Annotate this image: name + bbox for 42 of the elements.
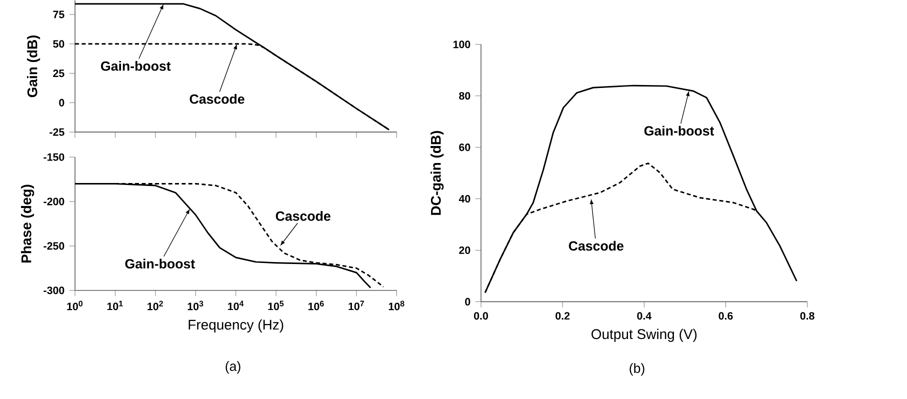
y-tick-label: 40 [458, 194, 470, 202]
x-tick-label: 10$^{0}$ [67, 300, 82, 310]
y-axis-title: DC-gain (dB) [430, 130, 444, 215]
y-axis-title: Phase (deg) [20, 184, 34, 262]
x-axis-title: Frequency (Hz) [188, 319, 284, 332]
annotation: Cascode [276, 210, 330, 221]
y-tick-label: 0 [59, 98, 64, 106]
y-tick-label: 0 [465, 298, 470, 306]
x-tick-label: 0.8 [800, 312, 814, 320]
y-tick-label: -300 [44, 286, 64, 294]
annotation: Cascode [568, 240, 624, 250]
x-tick-label: 10$^{5}$ [268, 300, 284, 310]
y-tick-label: 25 [53, 69, 64, 77]
y-tick-label: 20 [459, 246, 470, 254]
x-tick-label: 10$^{7}$ [348, 300, 364, 310]
y-axis-title: Gain (dB) [26, 35, 40, 97]
x-axis-title: Output Swing (V) [592, 328, 697, 342]
annotation: Gain-boost [125, 258, 195, 268]
annotation: Cascode [190, 94, 244, 104]
x-tick-label: 10$^{6}$ [308, 300, 324, 310]
annotation: Gain-boost [101, 60, 171, 71]
x-tick-label: 10$^{3}$ [188, 300, 204, 310]
x-tick-label: 0.6 [718, 312, 733, 320]
x-tick-label: 10$^{4}$ [228, 300, 244, 310]
x-tick-label: 10$^{1}$ [107, 300, 123, 310]
x-tick-label: 10$^{2}$ [148, 300, 163, 310]
y-tick-label: 50 [53, 40, 64, 48]
text: (a) [226, 360, 240, 374]
x-tick-label: 0.4 [637, 312, 652, 320]
y-tick-label: -25 [50, 128, 64, 136]
text: (b) [630, 362, 644, 376]
y-tick-label: -150 [44, 153, 64, 161]
y-tick-label: 75 [53, 10, 64, 18]
y-tick-label: 60 [459, 143, 470, 151]
y-tick-label: -200 [44, 198, 64, 206]
y-tick-label: 80 [459, 92, 470, 100]
y-tick-label: -250 [44, 242, 64, 250]
x-tick-label: 0.0 [474, 312, 488, 320]
annotation: Gain-boost [644, 126, 714, 136]
y-tick-label: 100 [453, 40, 470, 48]
x-tick-label: 10$^{8}$ [388, 300, 404, 310]
x-tick-label: 0.2 [556, 312, 570, 320]
